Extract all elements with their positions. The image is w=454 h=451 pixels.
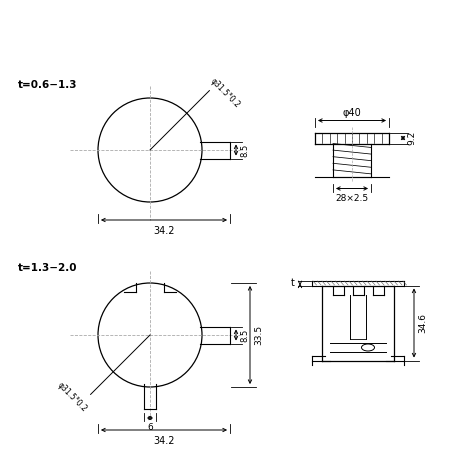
Text: t=0.6−1.3: t=0.6−1.3 (18, 80, 78, 90)
Text: φ31.5°0.2: φ31.5°0.2 (209, 77, 242, 110)
Text: 8.5: 8.5 (241, 143, 250, 156)
Text: φ40: φ40 (343, 107, 361, 118)
Text: φ31.5°0.2: φ31.5°0.2 (56, 381, 89, 414)
Text: 6: 6 (147, 423, 153, 432)
Text: 34.6: 34.6 (419, 313, 428, 333)
Text: 9.2: 9.2 (408, 131, 416, 145)
Text: 28×2.5: 28×2.5 (336, 194, 369, 203)
Text: 8.5: 8.5 (241, 328, 250, 341)
Text: 34.2: 34.2 (153, 226, 175, 236)
Text: 33.5: 33.5 (255, 325, 263, 345)
Text: 34.2: 34.2 (153, 436, 175, 446)
Text: t=1.3−2.0: t=1.3−2.0 (18, 263, 78, 273)
Text: t: t (291, 278, 295, 288)
